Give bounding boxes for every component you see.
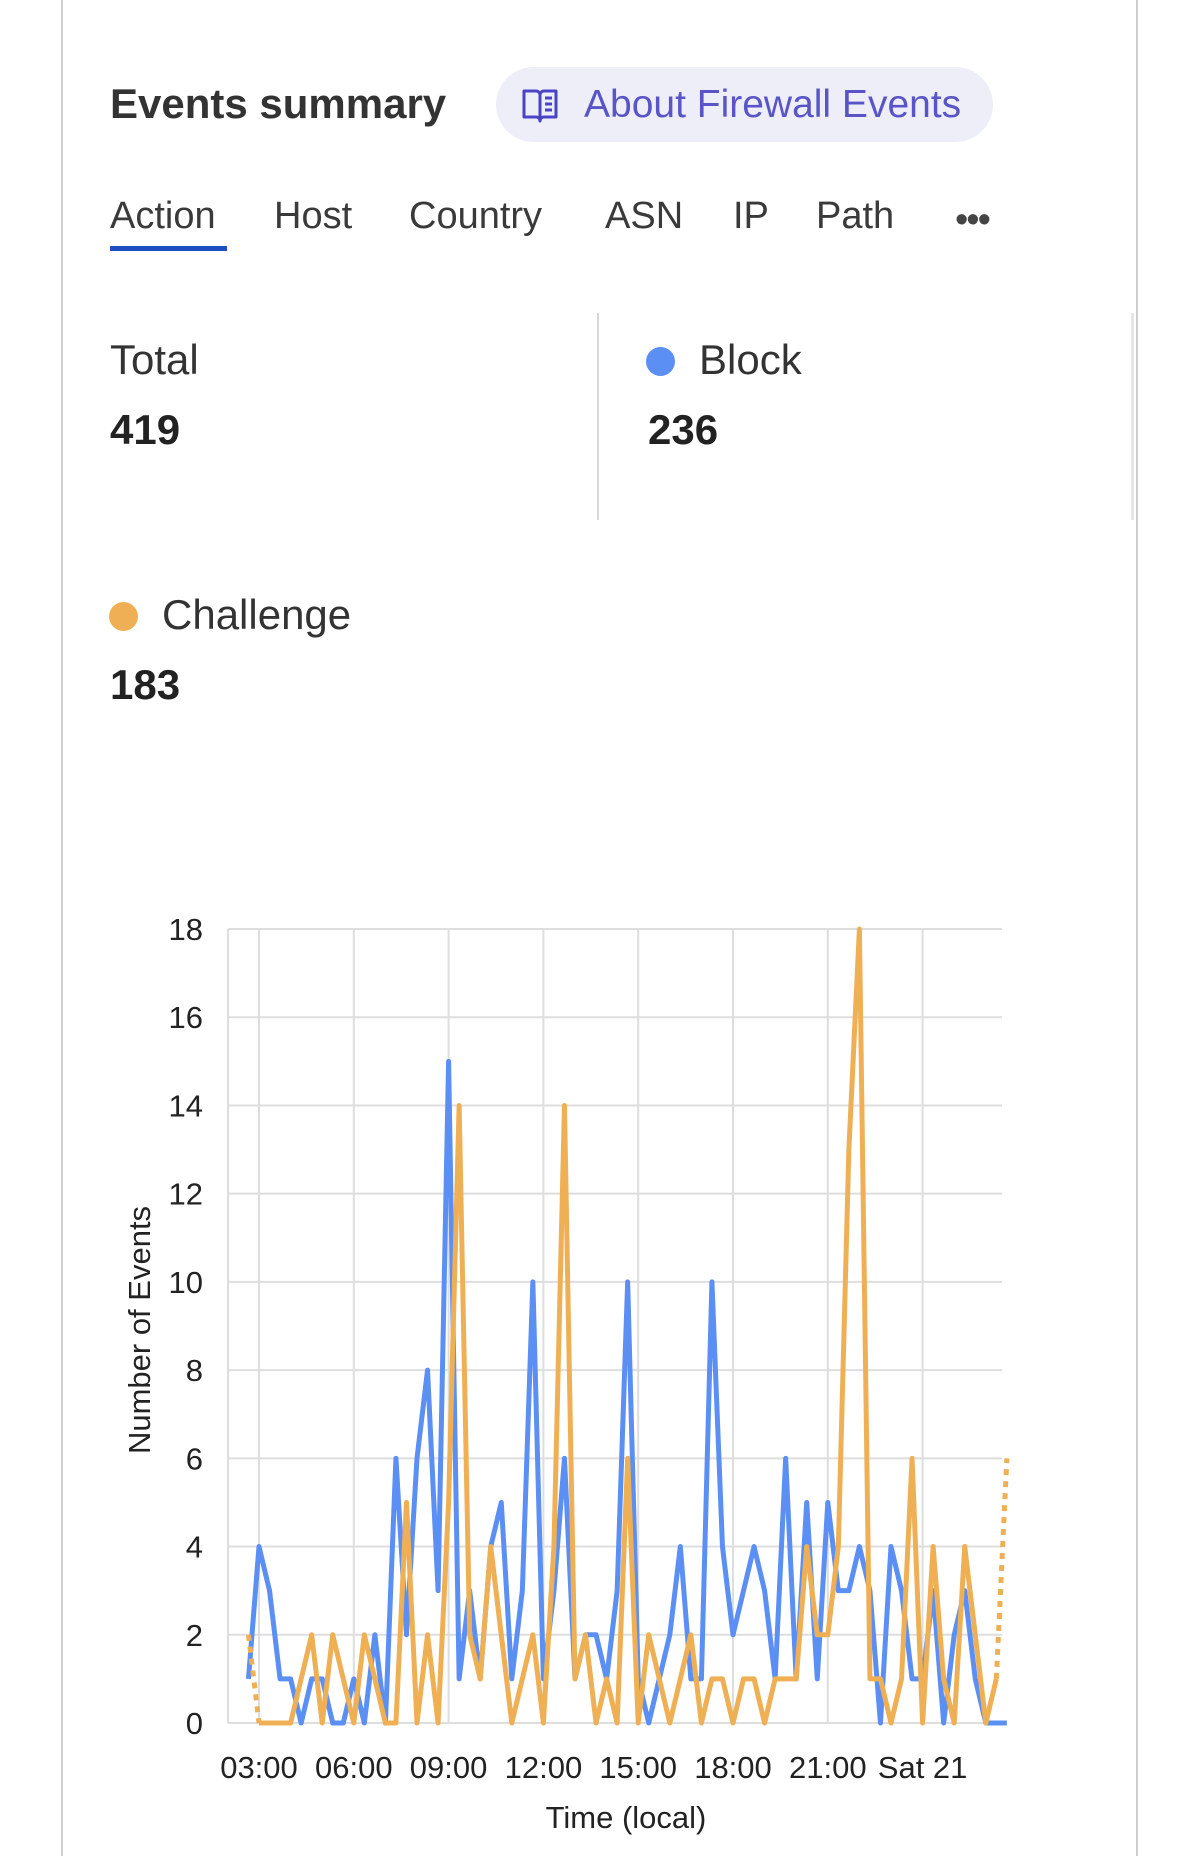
x-tick-label: 21:00 — [789, 1750, 867, 1785]
tab-ip[interactable]: IP — [733, 195, 769, 237]
y-tick-label: 16 — [169, 1000, 203, 1035]
challenge-legend-dot — [109, 602, 138, 631]
tab-path[interactable]: Path — [816, 195, 895, 237]
challenge-label: Challenge — [162, 591, 352, 638]
about-firewall-events-button[interactable]: About Firewall Events — [496, 67, 993, 142]
block-value: 236 — [648, 406, 719, 453]
y-tick-label: 14 — [169, 1088, 203, 1123]
tab-host[interactable]: Host — [274, 195, 353, 237]
challenge-partial-segment — [993, 1458, 1010, 1680]
x-tick-label: Sat 21 — [878, 1750, 968, 1785]
y-tick-label: 0 — [186, 1706, 203, 1741]
x-tick-label: 18:00 — [694, 1750, 772, 1785]
x-tick-label: 15:00 — [599, 1750, 677, 1785]
card-border-left — [61, 0, 63, 1856]
block-series-line — [245, 1058, 1007, 1726]
ellipsis-icon[interactable]: ••• — [955, 199, 991, 241]
x-tick-label: 09:00 — [410, 1750, 488, 1785]
x-tick-label: 12:00 — [505, 1750, 583, 1785]
y-tick-label: 6 — [186, 1441, 203, 1476]
x-tick-label: 06:00 — [315, 1750, 393, 1785]
y-tick-label: 10 — [169, 1265, 203, 1300]
card-border-right — [1136, 0, 1138, 1856]
book-icon — [522, 89, 558, 122]
total-label: Total — [110, 336, 199, 383]
challenge-partial-segment — [245, 1634, 262, 1724]
y-tick-label: 4 — [186, 1530, 203, 1565]
y-tick-label: 8 — [186, 1353, 203, 1388]
stats-scrollbar[interactable] — [1131, 313, 1134, 520]
challenge-value: 183 — [110, 661, 181, 708]
active-tab-indicator — [110, 246, 227, 251]
stats-divider — [597, 313, 599, 520]
y-tick-label: 12 — [169, 1177, 203, 1212]
x-axis-title: Time (local) — [546, 1800, 707, 1835]
tab-asn[interactable]: ASN — [605, 195, 684, 237]
x-tick-label: 03:00 — [220, 1750, 298, 1785]
total-value: 419 — [110, 406, 181, 453]
y-tick-label: 18 — [169, 912, 203, 947]
about-label: About Firewall Events — [584, 82, 962, 126]
tab-country[interactable]: Country — [409, 195, 543, 237]
block-legend-dot — [646, 347, 675, 376]
block-label: Block — [699, 336, 802, 383]
y-axis-title: Number of Events — [122, 1206, 157, 1454]
events-chart: 0 2 4 6 8 10 12 14 16 18 03:00 06:00 09:00 12:00 15:00… — [122, 912, 1010, 1835]
page-title: Events summary — [110, 80, 447, 127]
tab-action[interactable]: Action — [110, 195, 216, 237]
y-tick-label: 2 — [186, 1618, 203, 1653]
